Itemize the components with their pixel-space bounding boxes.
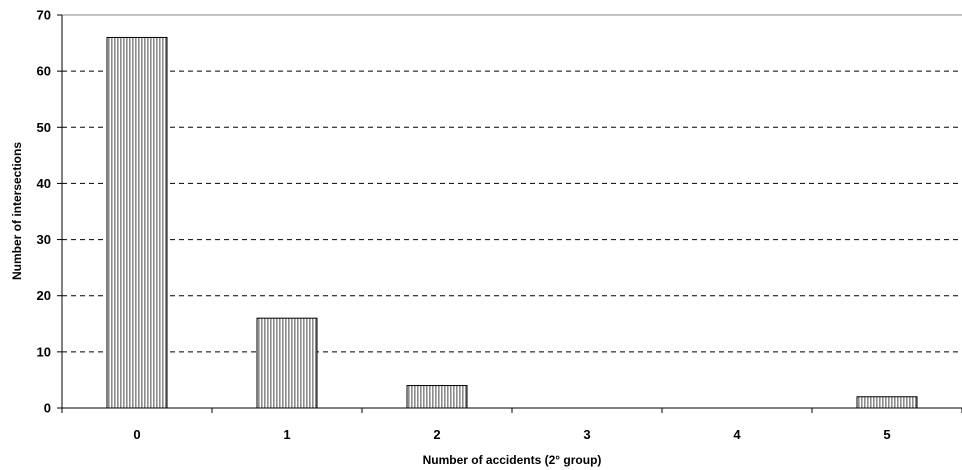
y-tick-labels: 0 10 20 30 40 50 60 70: [37, 8, 51, 416]
bar: [106, 36, 168, 409]
x-axis-title: Number of accidents (2° group): [423, 453, 602, 467]
y-tick-label: 50: [37, 120, 51, 135]
bars: [106, 36, 918, 409]
x-tick-label: 4: [733, 427, 741, 442]
y-tick-label: 20: [37, 288, 51, 303]
y-tick-label: 30: [37, 232, 51, 247]
x-tick-label: 0: [133, 427, 140, 442]
y-axis-title: Number of intersections: [10, 142, 24, 280]
axes: [57, 14, 962, 413]
x-tick-labels: 0 1 2 3 4 5: [133, 427, 890, 442]
y-tick-label: 60: [37, 64, 51, 79]
y-tick-label: 10: [37, 344, 51, 359]
gridlines: [62, 14, 962, 353]
y-tick-label: 40: [37, 176, 51, 191]
y-tick-label: 0: [44, 401, 51, 416]
bar: [406, 385, 468, 409]
bar: [256, 317, 318, 409]
x-tick-label: 1: [283, 427, 290, 442]
x-tick-label: 5: [883, 427, 890, 442]
bar: [856, 396, 918, 409]
x-tick-label: 2: [433, 427, 440, 442]
y-tick-label: 70: [37, 8, 51, 23]
x-tick-label: 3: [583, 427, 590, 442]
